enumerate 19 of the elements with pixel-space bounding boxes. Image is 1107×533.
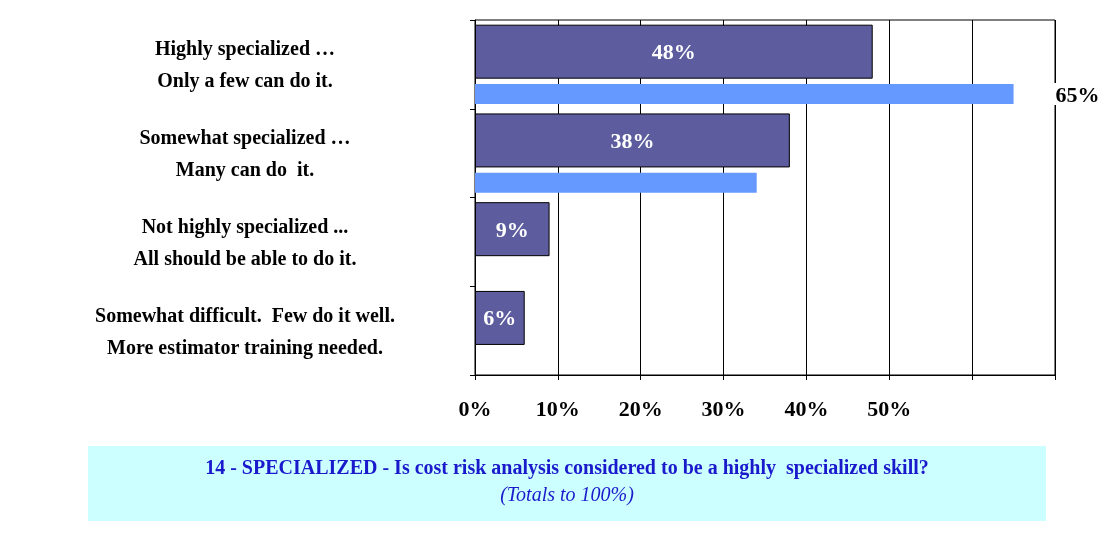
- text: (Totals to 100%): [499, 483, 635, 506]
- data-label: 6%: [483, 305, 517, 331]
- y-tick-label: Somewhat specialized … Many can do it.: [139, 126, 351, 182]
- bar: [475, 172, 757, 193]
- y-tick-label: Somewhat difficult. Few do it well. More estimator training needed.: [95, 303, 395, 359]
- text: 14 - SPECIALIZED - Is cost risk analysis considered to be a highly specialized skill?: [204, 456, 930, 479]
- bar: [475, 84, 1014, 105]
- x-tick-label: 30%: [701, 395, 746, 421]
- x-tick-label: 10%: [535, 395, 580, 421]
- data-label: 65%: [1055, 81, 1100, 107]
- x-tick-label: 20%: [618, 395, 663, 421]
- data-label: 38%: [610, 127, 655, 153]
- data-label: 48%: [651, 39, 696, 65]
- x-tick-label: 40%: [784, 395, 829, 421]
- y-tick-label: Not highly specialized ... All should be able to do it.: [133, 214, 357, 269]
- x-tick-label: 0%: [458, 395, 492, 421]
- x-tick-label: 50%: [867, 395, 912, 421]
- y-tick-label: Highly specialized … Only a few can do it.: [155, 37, 335, 93]
- data-label: 9%: [495, 216, 529, 242]
